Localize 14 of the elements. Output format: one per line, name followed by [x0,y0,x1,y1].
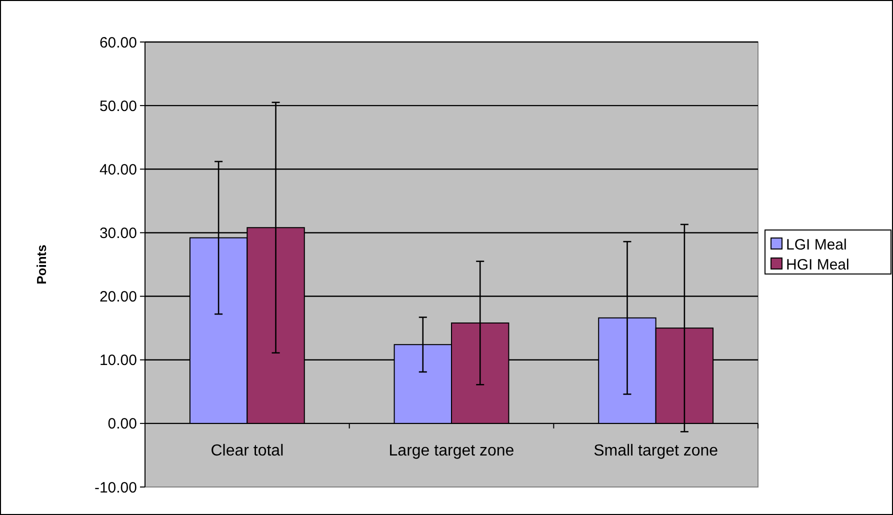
y-tick-label: 20.00 [99,288,137,306]
x-tick-label: Small target zone [594,442,718,460]
y-axis-title: Points [34,244,49,284]
legend-label: HGI Meal [786,256,850,274]
y-tick-label: 10.00 [99,352,137,370]
y-tick-label: 50.00 [99,98,137,115]
y-tick-label: 0.00 [108,416,137,433]
y-tick-label: -10.00 [94,479,137,496]
y-tick-label: 40.00 [99,161,137,178]
legend-label: LGI Meal [786,236,847,254]
y-tick-label: 30.00 [99,224,137,242]
y-tick-label: 60.00 [99,34,137,52]
x-tick-label: Large target zone [388,442,514,460]
x-tick-label: Clear total [210,442,284,460]
